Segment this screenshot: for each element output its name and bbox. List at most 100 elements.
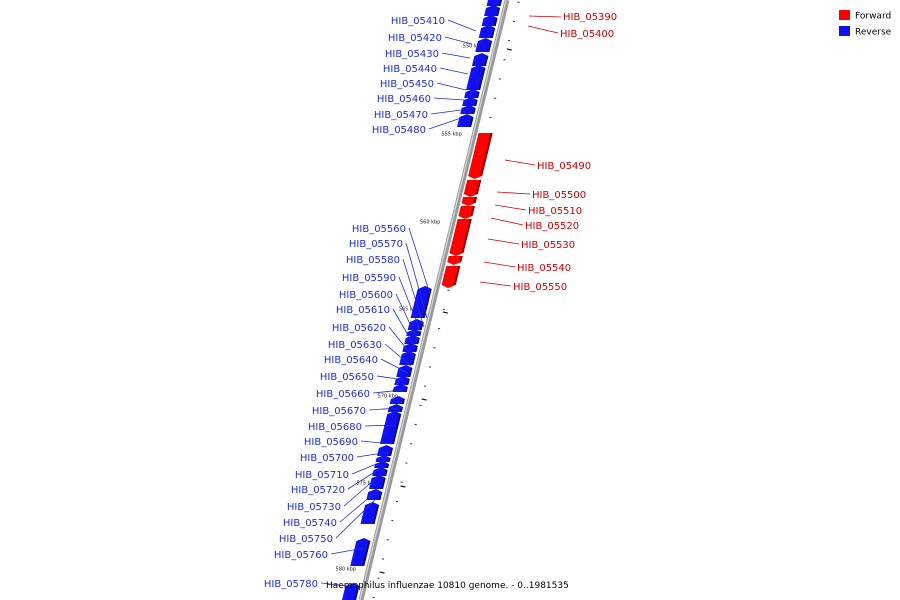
reverse-gene-glyph[interactable]	[406, 329, 422, 336]
reverse-gene-glyph[interactable]	[366, 489, 383, 500]
gene-label[interactable]: HIB_05530	[521, 240, 575, 251]
gene-shadow	[493, 18, 498, 26]
gene-label[interactable]: HIB_05520	[525, 221, 579, 232]
reverse-gene-glyph[interactable]	[486, 0, 502, 6]
gene-label[interactable]: HIB_05400	[560, 29, 614, 40]
gene-label[interactable]: HIB_05580	[346, 255, 400, 266]
reverse-gene-glyph[interactable]	[342, 583, 360, 600]
reverse-gene-glyph[interactable]	[389, 396, 405, 404]
label-leader-line	[368, 407, 400, 411]
gene-shadow	[408, 368, 413, 377]
gene-label[interactable]: HIB_05730	[287, 502, 341, 513]
forward-gene-glyph[interactable]	[461, 197, 478, 206]
gene-label[interactable]: HIB_05750	[279, 534, 333, 545]
gene-label[interactable]: HIB_05710	[295, 470, 349, 481]
reverse-gene-glyph[interactable]	[350, 538, 371, 566]
gene-highlight	[475, 41, 482, 52]
gene-label[interactable]: HIB_05550	[513, 282, 567, 293]
gene-label[interactable]: HIB_05590	[342, 273, 396, 284]
gene-highlight	[360, 505, 369, 524]
gene-highlight	[449, 219, 461, 253]
gene-label[interactable]: HIB_05630	[328, 340, 382, 351]
gene-label[interactable]: HIB_05560	[352, 224, 406, 235]
forward-gene-glyph[interactable]	[468, 133, 493, 179]
gene-label[interactable]: HIB_05620	[332, 323, 386, 334]
forward-gene-glyph[interactable]	[441, 266, 461, 288]
reverse-gene-glyph[interactable]	[375, 455, 391, 462]
reverse-gene-glyph[interactable]	[466, 65, 486, 90]
gene-label[interactable]: HIB_05650	[320, 372, 374, 383]
reverse-gene-glyph[interactable]	[475, 38, 493, 52]
gene-highlight	[404, 338, 409, 344]
reverse-gene-glyph[interactable]	[462, 97, 478, 106]
gene-label[interactable]: HIB_05510	[528, 206, 582, 217]
label-leader-line	[364, 424, 397, 427]
reverse-gene-glyph[interactable]	[399, 351, 416, 365]
gene-label[interactable]: HIB_05470	[374, 110, 428, 121]
gene-label[interactable]: HIB_05670	[312, 406, 366, 417]
gene-label[interactable]: HIB_05540	[517, 263, 571, 274]
gene-label[interactable]: HIB_05600	[339, 290, 393, 301]
gene-shadow	[470, 206, 475, 216]
gene-highlight	[410, 289, 421, 318]
reverse-gene-glyph[interactable]	[396, 365, 413, 377]
legend: Forward Reverse	[839, 10, 892, 38]
reverse-gene-glyph[interactable]	[478, 25, 496, 38]
reverse-gene-glyph[interactable]	[377, 445, 394, 456]
reverse-gene-glyph[interactable]	[484, 5, 501, 16]
gene-label[interactable]: HIB_05700	[300, 453, 354, 464]
gene-shadow	[414, 346, 418, 352]
gene-arrow-tip	[393, 384, 408, 387]
forward-gene-glyph[interactable]	[447, 256, 463, 265]
gene-label[interactable]: HIB_05500	[532, 190, 586, 201]
gene-label[interactable]: HIB_05490	[537, 161, 591, 172]
forward-gene-glyph[interactable]	[449, 219, 472, 256]
major-tick	[400, 485, 406, 488]
label-leader-line	[487, 238, 520, 245]
label-leader-line	[408, 227, 431, 295]
gene-arrow-tip	[486, 5, 501, 8]
gene-label[interactable]: HIB_05390	[563, 12, 617, 23]
gene-label[interactable]: HIB_05690	[304, 437, 358, 448]
reverse-gene-glyph[interactable]	[471, 53, 489, 66]
gene-label[interactable]: HIB_05610	[336, 305, 390, 316]
forward-gene-glyph[interactable]	[463, 180, 482, 197]
gene-arrow-tip	[417, 286, 432, 289]
gene-shadow	[459, 256, 463, 262]
gene-label[interactable]: HIB_05460	[377, 94, 431, 105]
gene-label[interactable]: HIB_05760	[274, 550, 328, 561]
reverse-gene-glyph[interactable]	[457, 114, 474, 127]
gene-arrow-tip	[365, 502, 380, 505]
gene-shadow	[401, 399, 405, 404]
gene-label[interactable]: HIB_05780	[264, 579, 318, 590]
gene-label[interactable]: HIB_05740	[283, 518, 337, 529]
gene-label[interactable]: HIB_05570	[349, 239, 403, 250]
gene-label[interactable]: HIB_05430	[385, 49, 439, 60]
label-leader-line	[433, 97, 465, 101]
gene-label[interactable]: HIB_05640	[324, 355, 378, 366]
gene-label[interactable]: HIB_05450	[380, 79, 434, 90]
gene-label[interactable]: HIB_05440	[383, 64, 437, 75]
major-tick	[379, 571, 385, 574]
gene-label[interactable]: HIB_05720	[291, 485, 345, 496]
gene-shadow	[386, 464, 390, 468]
forward-gene-glyph[interactable]	[458, 206, 475, 219]
reverse-gene-glyph[interactable]	[460, 105, 476, 114]
gene-highlight	[389, 399, 394, 404]
reverse-gene-glyph[interactable]	[374, 461, 390, 468]
reverse-gene-glyph[interactable]	[464, 89, 480, 98]
gene-shadow	[461, 219, 472, 253]
label-leader-line	[405, 242, 428, 319]
gene-shadow	[483, 56, 489, 66]
gene-label[interactable]: HIB_05420	[388, 33, 442, 44]
gene-label[interactable]: HIB_05410	[391, 16, 445, 27]
gene-label[interactable]: HIB_05680	[308, 422, 362, 433]
reverse-gene-glyph[interactable]	[481, 15, 498, 26]
label-leader-line	[441, 52, 471, 59]
gene-label[interactable]: HIB_05660	[316, 389, 370, 400]
gene-arrow-tip	[403, 343, 418, 346]
reverse-gene-glyph[interactable]	[379, 411, 402, 444]
gene-label[interactable]: HIB_05480	[372, 125, 426, 136]
reverse-gene-glyph[interactable]	[394, 376, 410, 385]
gene-arrow-tip	[368, 489, 383, 492]
